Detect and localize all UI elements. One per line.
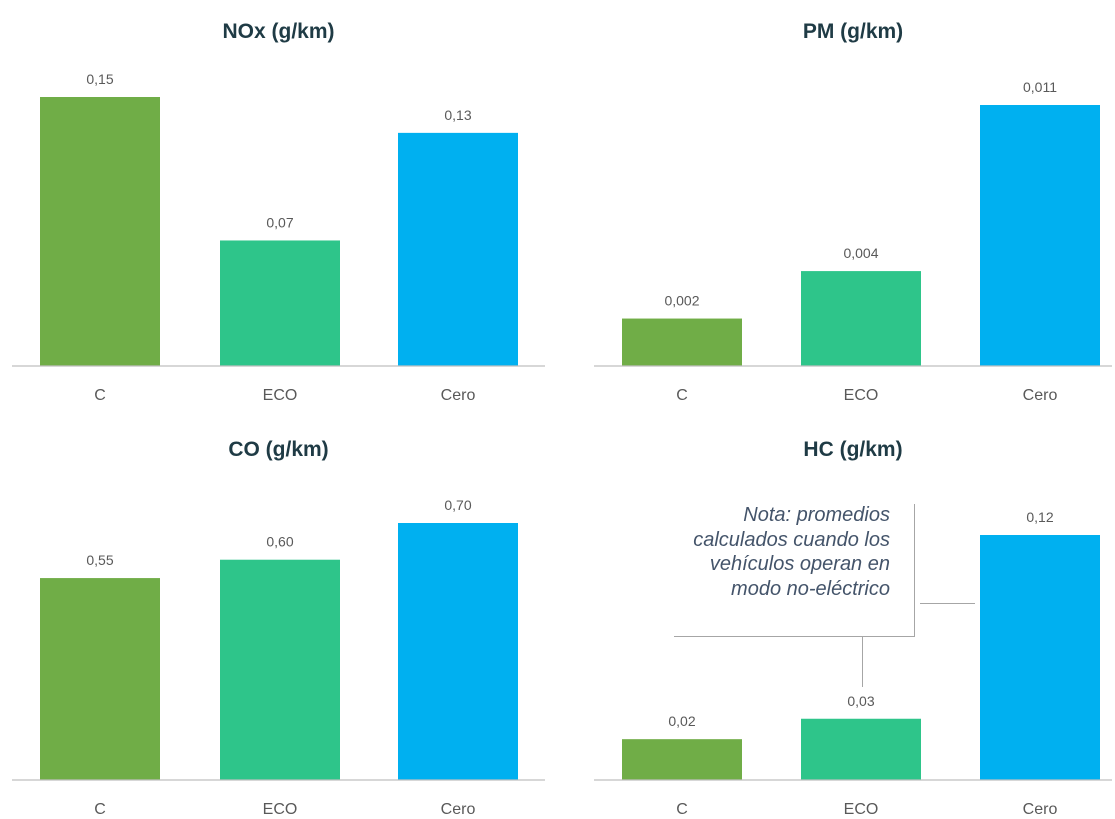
note-connector-down (862, 637, 863, 687)
category-label-cero: Cero (1023, 801, 1058, 818)
bar-eco (801, 718, 921, 780)
data-label-eco: 0,004 (843, 245, 878, 261)
data-label-c: 0,15 (86, 71, 113, 87)
bar-cero (398, 523, 518, 780)
bar-c (622, 318, 742, 366)
category-label-eco: ECO (844, 387, 879, 404)
data-label-eco: 0,60 (266, 534, 293, 550)
data-label-cero: 0,70 (444, 497, 471, 513)
bar-cero (980, 105, 1100, 366)
chart-title: HC (g/km) (803, 438, 902, 461)
category-label-cero: Cero (441, 387, 476, 404)
category-label-c: C (94, 801, 106, 818)
note-line-2: calculados cuando los (693, 528, 890, 551)
chart-title: CO (g/km) (228, 438, 328, 461)
data-label-c: 0,55 (86, 552, 113, 568)
chart-panel-3: CO (g/km) 0,55 C 0,60 ECO 0,70 Cero (12, 438, 545, 818)
note-line-4: modo no-eléctrico (731, 577, 890, 600)
category-label-c: C (676, 801, 688, 818)
bar-eco (220, 240, 340, 366)
chart-title: NOx (g/km) (222, 20, 334, 43)
chart-title: PM (g/km) (803, 20, 903, 43)
note-connector-right (920, 603, 975, 604)
category-label-c: C (94, 387, 106, 404)
bar-c (40, 97, 160, 366)
data-label-c: 0,02 (668, 713, 695, 729)
category-label-c: C (676, 387, 688, 404)
bar-c (622, 739, 742, 780)
category-label-cero: Cero (1023, 387, 1058, 404)
bar-cero (980, 535, 1100, 780)
category-label-eco: ECO (263, 387, 298, 404)
bar-eco (220, 559, 340, 780)
data-label-c: 0,002 (664, 293, 699, 309)
bar-cero (398, 132, 518, 366)
note-connector-vertical (914, 504, 915, 637)
chart-panel-4: HC (g/km) 0,02 C 0,03 ECO 0,12 Cero (594, 438, 1112, 818)
chart-panel-2: PM (g/km) 0,002 C 0,004 ECO 0,011 Cero (594, 20, 1112, 404)
chart-panel-1: NOx (g/km) 0,15 C 0,07 ECO 0,13 Cero (12, 20, 545, 404)
bar-c (40, 578, 160, 780)
category-label-eco: ECO (844, 801, 879, 818)
data-label-eco: 0,03 (847, 693, 874, 709)
note-line-3: vehículos operan en (709, 553, 890, 575)
note-connector-horizontal (674, 636, 915, 637)
data-label-cero: 0,13 (444, 107, 471, 123)
category-label-eco: ECO (263, 801, 298, 818)
data-label-eco: 0,07 (266, 214, 293, 230)
data-label-cero: 0,12 (1026, 509, 1053, 525)
data-label-cero: 0,011 (1023, 79, 1057, 95)
category-label-cero: Cero (441, 801, 476, 818)
note-line-1: Nota: promedios (743, 504, 890, 526)
bar-eco (801, 271, 921, 366)
note-annotation: Nota: promedios calculados cuando los ve… (640, 503, 890, 601)
